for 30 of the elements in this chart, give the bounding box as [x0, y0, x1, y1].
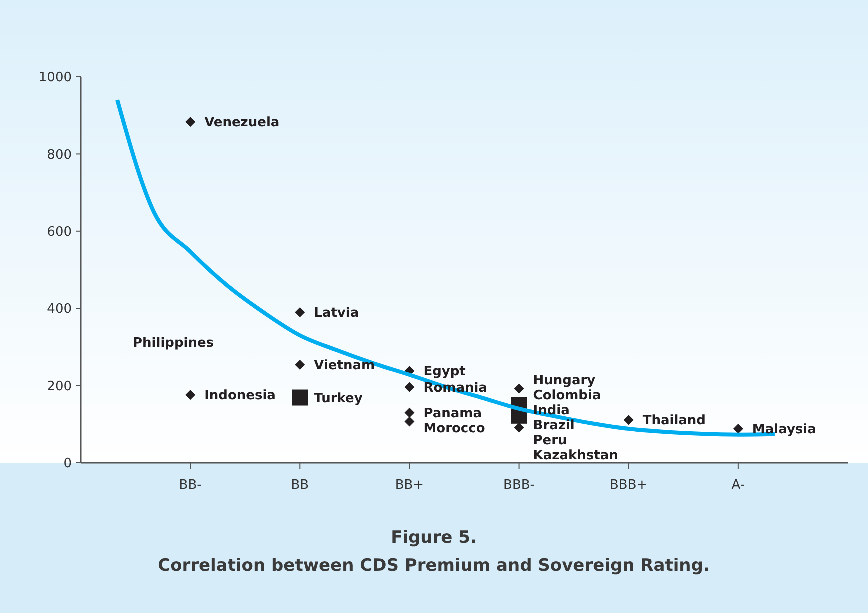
x-tick-label: BB+: [395, 478, 424, 493]
annotation: Colombia: [533, 388, 602, 404]
y-tick-label: 1000: [38, 70, 72, 86]
annotation: Malaysia: [752, 422, 816, 438]
annotation: Brazil: [533, 418, 575, 434]
annotation: Egypt: [424, 364, 466, 380]
annotation: Thailand: [642, 414, 706, 429]
annotation: Latvia: [314, 306, 360, 322]
annotation: Indonesia: [204, 388, 276, 404]
annotation: Kazakhstan: [533, 448, 618, 464]
annotation: Hungary: [533, 374, 596, 389]
annotation: Panama: [424, 406, 482, 422]
y-tick-label: 400: [47, 302, 72, 318]
x-tick-label: BBB+: [610, 478, 648, 493]
y-tick-label: 0: [64, 456, 72, 472]
text: Correlation between CDS Premium and Sovereign Rating.: [158, 556, 710, 576]
y-tick-label: 200: [47, 379, 72, 394]
x-tick-label: BBB-: [504, 478, 536, 493]
text: Figure 5.: [391, 528, 477, 548]
annotation: Philippines: [133, 336, 214, 352]
x-tick-label: BB-: [179, 478, 202, 493]
x-tick-label: A-: [732, 478, 746, 493]
y-tick-label: 600: [47, 224, 72, 240]
x-tick-label: BB: [291, 478, 310, 493]
annotation: Venezuela: [204, 116, 280, 131]
annotation: Turkey: [314, 391, 364, 406]
annotation: Peru: [533, 434, 568, 449]
annotation: Morocco: [424, 421, 486, 436]
y-tick-label: 800: [47, 148, 72, 163]
annotation: Vietnam: [314, 358, 376, 374]
